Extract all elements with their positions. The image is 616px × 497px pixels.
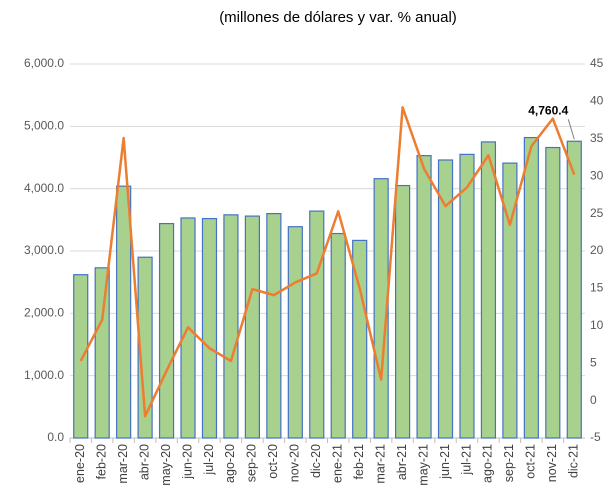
x-tick-label: abr-20 [137,444,151,480]
bar [137,256,153,439]
y2-tick-label: 20 [590,243,604,257]
bar [502,162,518,439]
bar [480,141,497,439]
x-tick-label: dic-21 [567,444,581,478]
x-tick-label: jun-21 [438,444,452,480]
x-tick-label: jul-21 [459,444,473,476]
bar [158,222,175,439]
bar [287,226,303,439]
x-tick-label: feb-20 [94,444,108,479]
y-tick-label: 2,000.0 [24,306,64,320]
y2-tick-label: 10 [590,318,604,332]
x-tick-label: ene-20 [73,444,87,483]
y-tick-label: 3,000.0 [24,243,64,257]
bar [244,215,260,439]
bar [395,184,411,439]
y2-tick-label: 25 [590,206,604,220]
x-tick-label: may-20 [159,444,173,486]
bar [116,185,132,439]
bar [416,155,432,439]
bar [94,267,110,439]
y2-tick-label: 45 [590,56,604,70]
x-tick-label: dic-20 [309,444,323,478]
bar [566,140,582,439]
label-leader [567,119,575,140]
x-tick-label: feb-21 [352,444,366,479]
y2-tick-label: 35 [590,131,604,145]
x-tick-label: abr-21 [395,444,409,480]
y2-tick-label: -5 [590,430,601,444]
x-tick-label: oct-20 [266,444,280,479]
bar [545,146,561,439]
y2-tick-label: 40 [590,94,604,108]
bar [523,136,539,439]
x-tick-label: ene-21 [331,444,345,483]
x-tick-label: nov-20 [288,444,302,482]
x-tick-label: sep-20 [245,444,259,482]
line [79,106,576,418]
x-tick-label: mar-20 [116,444,130,484]
x-tick-label: ago-20 [223,444,237,483]
bar [201,217,218,439]
bar [73,274,89,439]
y-tick-label: 0.0 [47,430,64,444]
bar [223,214,239,439]
x-tick-label: oct-21 [524,444,538,479]
x-tick-label: ago-21 [481,444,495,483]
bar [266,213,282,439]
y-tick-label: 1,000.0 [24,368,64,382]
bar [459,153,475,439]
y2-tick-label: 15 [590,281,604,295]
bar [309,210,325,439]
data-label: 4,760.4 [528,103,568,117]
x-tick-label: sep-21 [502,444,516,482]
y-tick-label: 6,000.0 [24,56,64,70]
chart-title: (millones de dólares y var. % anual) [219,9,457,26]
y2-tick-label: 0 [590,393,597,407]
y-tick-label: 5,000.0 [24,119,64,133]
bar [373,178,389,439]
bar [437,159,454,439]
bar [352,239,368,439]
bar [330,232,346,439]
y2-tick-label: 5 [590,355,597,369]
y-tick-label: 4,000.0 [24,181,64,195]
x-tick-label: may-21 [416,444,430,486]
x-tick-label: jun-20 [180,444,194,480]
x-tick-label: mar-21 [373,444,387,484]
x-tick-label: jul-20 [202,444,216,476]
x-tick-label: nov-21 [545,444,559,482]
y2-tick-label: 30 [590,168,604,182]
